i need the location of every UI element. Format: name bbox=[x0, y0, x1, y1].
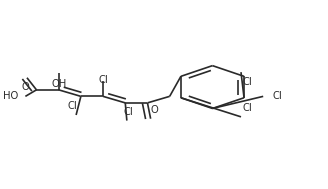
Text: HO: HO bbox=[3, 91, 18, 101]
Text: O: O bbox=[151, 105, 158, 115]
Text: Cl: Cl bbox=[98, 75, 108, 85]
Text: Cl: Cl bbox=[243, 77, 252, 87]
Text: Cl: Cl bbox=[124, 107, 133, 117]
Text: Cl: Cl bbox=[68, 101, 77, 111]
Text: OH: OH bbox=[51, 79, 66, 89]
Text: O: O bbox=[22, 82, 29, 92]
Text: Cl: Cl bbox=[243, 103, 252, 113]
Text: Cl: Cl bbox=[273, 91, 282, 101]
